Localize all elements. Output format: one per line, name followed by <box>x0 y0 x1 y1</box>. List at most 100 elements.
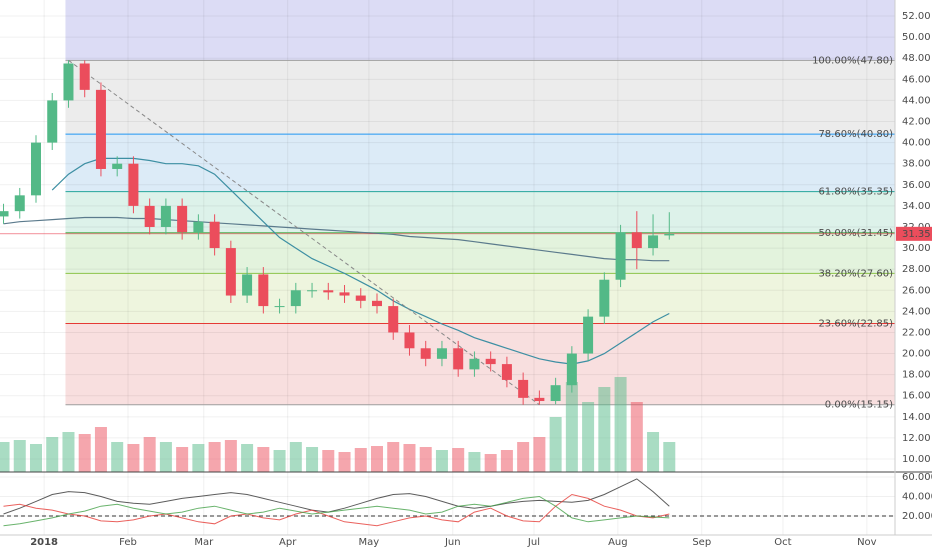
volume-bar <box>533 437 546 472</box>
volume-bar <box>192 444 205 472</box>
candle-body <box>128 163 139 206</box>
candle-body <box>388 306 399 333</box>
candle-body <box>615 232 626 280</box>
y-tick-label: 30.00 <box>902 243 931 254</box>
candle-body <box>193 221 204 233</box>
y-tick-label: 44.00 <box>902 95 931 106</box>
y-tick-label: 42.00 <box>902 117 931 128</box>
candle-body <box>144 205 155 227</box>
volume-bar <box>29 444 42 472</box>
y-tick-label: 48.00 <box>902 53 931 64</box>
candle-body <box>274 306 285 308</box>
volume-bar <box>435 450 448 472</box>
x-tick-label: Jun <box>444 537 461 548</box>
volume-bar <box>322 450 335 472</box>
moving-average <box>51 157 670 365</box>
y-tick-label: 46.00 <box>902 74 931 85</box>
volume-bar <box>46 437 59 472</box>
fib-label: 50.00%(31.45) <box>818 228 893 239</box>
candle-body <box>436 348 447 359</box>
candle-body <box>0 211 9 217</box>
fib-label: 100.00%(47.80) <box>812 55 893 66</box>
x-tick-label: Sep <box>692 537 711 548</box>
candle-body <box>404 332 415 349</box>
volume-bar <box>468 452 481 472</box>
candle-body <box>566 353 577 386</box>
y-tick-label: 50.00 <box>902 32 931 43</box>
x-tick-label: Feb <box>119 537 137 548</box>
volume-bar <box>630 402 643 472</box>
last-price-label: 31.35 <box>902 229 931 240</box>
candle-body <box>420 348 431 359</box>
fib-label: 38.20%(27.60) <box>818 268 893 279</box>
trend-line <box>68 59 540 406</box>
fib-band <box>65 191 895 233</box>
candle-body <box>485 358 496 365</box>
candle-body <box>242 274 253 296</box>
volume-bar <box>370 446 383 472</box>
volume-bar <box>208 442 221 472</box>
volume-bar <box>159 442 172 472</box>
fib-band <box>65 134 895 192</box>
candle-body <box>63 63 74 101</box>
indicator-line <box>3 478 670 515</box>
volume-bar <box>241 444 254 472</box>
fib-label: 23.60%(22.85) <box>818 318 893 329</box>
y-tick-label: 20.00 <box>902 349 931 360</box>
volume-bar <box>500 450 513 472</box>
fib-label: 0.00%(15.15) <box>825 400 893 411</box>
volume-bar <box>614 377 627 472</box>
volume-bar <box>403 444 416 472</box>
y-tick-label: 36.00 <box>902 180 931 191</box>
indicator-tick-label: 60.0000 <box>902 472 932 483</box>
candle-body <box>177 205 188 233</box>
volume-bar <box>419 447 432 472</box>
volume-bar <box>176 447 189 472</box>
y-tick-label: 14.00 <box>902 412 931 423</box>
volume-bar <box>0 442 10 472</box>
fib-label: 61.80%(35.35) <box>818 187 893 198</box>
candle-body <box>339 292 350 296</box>
y-tick-label: 26.00 <box>902 285 931 296</box>
candle-body <box>469 358 480 370</box>
candle-body <box>14 195 25 212</box>
volume-bar <box>647 432 660 472</box>
fib-label: 78.60%(40.80) <box>818 129 893 140</box>
candle-body <box>501 364 512 380</box>
fib-band <box>65 273 895 324</box>
y-tick-label: 18.00 <box>902 370 931 381</box>
y-tick-label: 38.00 <box>902 159 931 170</box>
candle-body <box>355 295 366 301</box>
x-tick-label: May <box>359 537 380 548</box>
indicator-tick-label: 40.0000 <box>902 491 932 502</box>
volume-bar <box>663 442 676 472</box>
x-tick-label: 2018 <box>30 537 58 548</box>
volume-bar <box>387 442 400 472</box>
candle-body <box>631 232 642 249</box>
y-tick-label: 12.00 <box>902 433 931 444</box>
indicator-tick-label: 20.0000 <box>902 511 932 522</box>
candle-body <box>112 163 123 169</box>
candle-body <box>323 290 334 293</box>
x-tick-label: Jul <box>527 537 540 548</box>
volume-bar <box>94 427 107 472</box>
fib-top-band <box>65 0 895 61</box>
fib-band <box>65 323 895 405</box>
y-tick-label: 52.00 <box>902 11 931 22</box>
volume-bar <box>565 382 578 472</box>
x-tick-label: Aug <box>608 537 628 548</box>
volume-bar <box>549 417 562 472</box>
moving-average <box>3 216 670 262</box>
candle-body <box>599 279 610 317</box>
volume-bar <box>289 442 302 472</box>
candle-body <box>209 221 220 249</box>
y-tick-label: 24.00 <box>902 306 931 317</box>
volume-bar <box>517 442 530 472</box>
volume-bar <box>354 448 367 472</box>
volume-bar <box>111 442 124 472</box>
volume-bar <box>143 437 156 472</box>
volume-bar <box>257 447 270 472</box>
volume-bar <box>452 448 465 472</box>
fib-band <box>65 60 895 135</box>
